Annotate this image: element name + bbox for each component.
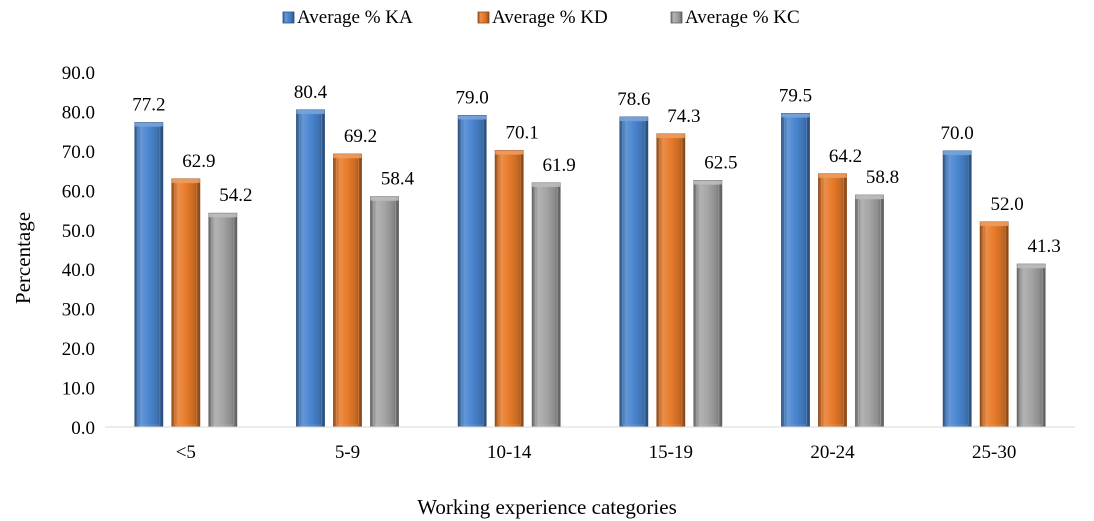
data-label: 69.2	[344, 126, 377, 147]
data-label: 70.0	[941, 123, 974, 144]
data-label: 62.5	[704, 152, 737, 173]
bar	[333, 153, 362, 428]
data-label: 78.6	[617, 89, 650, 110]
x-tick-label: 20-24	[810, 442, 855, 463]
y-tick-label: 30.0	[62, 300, 95, 321]
bar	[781, 113, 810, 428]
y-tick-label: 90.0	[62, 63, 95, 84]
plot-area: 77.2 62.954.2 80.4 69.2 58.4 79.0 70.161.9 78.6…	[132, 82, 1061, 428]
y-tick-label: 50.0	[62, 221, 95, 242]
data-label: 64.2	[829, 146, 862, 167]
data-label: 62.9	[182, 151, 215, 172]
y-tick-label: 0.0	[71, 418, 95, 439]
legend-item: Average % KD	[477, 7, 608, 28]
y-tick-label: 60.0	[62, 181, 95, 202]
bar	[296, 109, 325, 428]
y-tick-label: 80.0	[62, 102, 95, 123]
bar	[1016, 263, 1046, 428]
legend-label: Average % KA	[297, 7, 413, 28]
bar	[457, 114, 487, 428]
legend-item: Average % KC	[670, 7, 800, 28]
legend-swatch	[282, 11, 295, 24]
bar	[208, 212, 238, 428]
legend-swatch	[477, 11, 490, 24]
data-label: 54.2	[219, 185, 252, 206]
y-tick-label: 40.0	[62, 260, 95, 281]
data-label: 70.1	[506, 122, 539, 143]
bar	[693, 180, 723, 428]
x-axis-title: Working experience categories	[417, 495, 677, 519]
bar	[619, 116, 649, 428]
data-label: 41.3	[1028, 236, 1061, 257]
bar	[531, 182, 561, 428]
bar	[656, 133, 686, 428]
y-tick-label: 10.0	[62, 379, 95, 400]
legend: Average % KA Average % KD Average % KC	[282, 7, 800, 28]
data-label: 58.8	[866, 167, 899, 188]
bar	[171, 178, 201, 428]
bar	[942, 150, 972, 428]
bar	[494, 150, 524, 428]
x-tick-label: <5	[176, 442, 196, 463]
legend-label: Average % KD	[492, 7, 608, 28]
data-label: 79.5	[779, 85, 812, 106]
x-tick-label: 5-9	[335, 442, 360, 463]
y-axis: 0.0 10.0 20.0 30.0 40.0 50.0 60.0 70.0 80.0 90.0	[62, 63, 95, 439]
data-label: 58.4	[381, 169, 415, 190]
bar	[134, 122, 164, 428]
legend-swatch	[670, 11, 683, 24]
legend-label: Average % KC	[685, 7, 800, 28]
x-tick-label: 15-19	[649, 442, 693, 463]
y-axis-title: Percentage	[11, 212, 35, 304]
data-label: 52.0	[991, 194, 1024, 215]
data-label: 80.4	[294, 82, 328, 103]
bar	[818, 173, 847, 428]
bar	[855, 194, 884, 428]
data-label: 74.3	[667, 106, 700, 127]
data-label: 79.0	[456, 87, 489, 108]
x-tick-label: 10-14	[487, 442, 532, 463]
x-axis: <5 5-9 10-14 15-19 20-24 25-30	[105, 426, 1075, 463]
bar	[370, 196, 399, 428]
data-label: 77.2	[132, 94, 165, 115]
y-tick-label: 20.0	[62, 339, 95, 360]
y-tick-label: 70.0	[62, 142, 95, 163]
bar	[979, 221, 1009, 428]
data-label: 61.9	[543, 155, 576, 176]
x-tick-label: 25-30	[972, 442, 1016, 463]
legend-item: Average % KA	[282, 7, 413, 28]
